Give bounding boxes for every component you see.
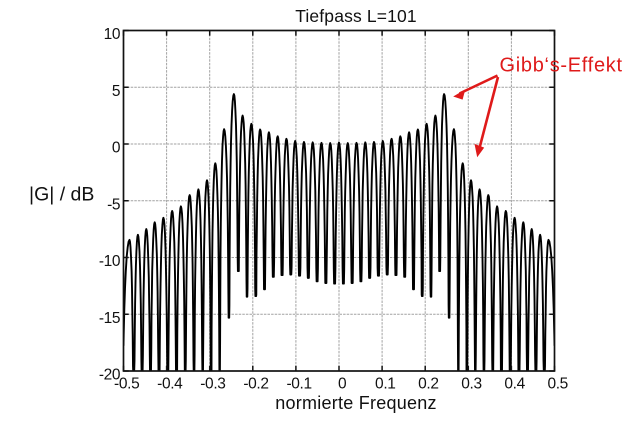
svg-text:0: 0 [338, 375, 347, 392]
svg-text:-10: -10 [99, 253, 121, 270]
svg-text:0.4: 0.4 [504, 375, 525, 392]
svg-text:Gibb‘s-Effekt: Gibb‘s-Effekt [500, 55, 623, 77]
svg-text:-0.1: -0.1 [286, 375, 311, 392]
svg-text:5: 5 [112, 83, 120, 100]
svg-text:0.1: 0.1 [375, 375, 396, 392]
svg-text:0.5: 0.5 [547, 375, 568, 392]
svg-text:0.3: 0.3 [461, 375, 482, 392]
svg-text:-0.3: -0.3 [200, 375, 225, 392]
svg-text:-20: -20 [99, 367, 121, 384]
svg-text:10: 10 [104, 26, 121, 43]
svg-text:|G| / dB: |G| / dB [29, 184, 94, 206]
svg-text:-0.2: -0.2 [243, 375, 268, 392]
svg-text:-5: -5 [107, 196, 120, 213]
svg-text:Tiefpass L=101: Tiefpass L=101 [295, 6, 417, 26]
svg-text:normierte Frequenz: normierte Frequenz [275, 393, 437, 413]
svg-text:-0.4: -0.4 [157, 375, 183, 392]
svg-text:-0.5: -0.5 [114, 375, 139, 392]
svg-text:-15: -15 [99, 310, 120, 327]
svg-text:0: 0 [112, 140, 121, 157]
svg-text:0.2: 0.2 [418, 375, 439, 392]
